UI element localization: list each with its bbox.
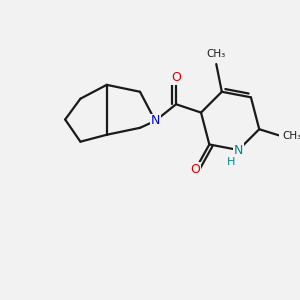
Text: O: O <box>190 163 200 176</box>
Text: N: N <box>151 114 160 128</box>
Text: N: N <box>234 143 243 157</box>
Text: O: O <box>171 71 181 84</box>
Text: H: H <box>227 157 236 166</box>
Text: CH₃: CH₃ <box>282 131 300 141</box>
Text: CH₃: CH₃ <box>207 49 226 59</box>
